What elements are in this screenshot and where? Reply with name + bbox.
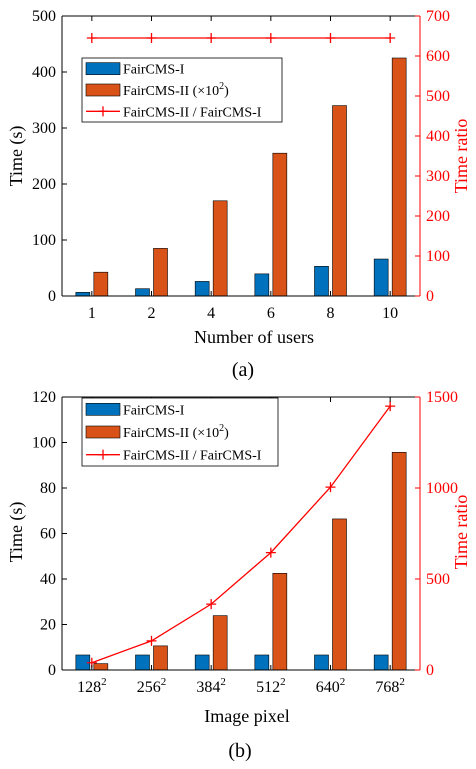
chart-a-ratio-point bbox=[385, 33, 396, 43]
chart-a-xtick-label: 4 bbox=[207, 305, 215, 322]
chart-a-bar-series2 bbox=[93, 271, 109, 297]
chart-b-bar-series1 bbox=[194, 654, 210, 671]
chart-a-y2tick-label: 100 bbox=[426, 248, 450, 265]
chart-b-ytick-label: 20 bbox=[40, 617, 56, 634]
chart-b-legend-swatch-series1 bbox=[85, 403, 121, 416]
chart-a-legend-swatch-series1 bbox=[85, 62, 121, 75]
chart-a-xtick-label: 1 bbox=[88, 305, 96, 322]
chart-a-ylabel: Time (s) bbox=[6, 126, 27, 187]
chart-b-bar-series1 bbox=[254, 654, 270, 671]
chart-a-ratio-point bbox=[265, 33, 276, 43]
chart-b-ratio-point bbox=[325, 482, 336, 493]
chart-a-xtick-label: 10 bbox=[382, 305, 398, 322]
chart-b-xtick-label: 6402 bbox=[316, 676, 346, 696]
chart-a-xtick-label: 2 bbox=[148, 305, 156, 322]
chart-b-y2label: Time ratio bbox=[451, 495, 471, 570]
chart-a-caption: (a) bbox=[232, 359, 254, 381]
chart-a-legend-label-series2: FairCMS-II (×102) bbox=[123, 81, 229, 99]
chart-b-bar-series2 bbox=[272, 573, 288, 671]
chart-b-y2tick-label: 500 bbox=[426, 571, 450, 588]
chart-a-y2tick-label: 600 bbox=[426, 48, 450, 65]
chart-a-ratio-point bbox=[325, 33, 336, 43]
chart-b: Image pixel Time (s) Time ratio (b) 0 20 4… bbox=[6, 389, 471, 762]
chart-a-bar-series2 bbox=[391, 57, 407, 297]
chart-b-ytick-label: 120 bbox=[32, 389, 56, 406]
chart-b-legend-label-ratio: FairCMS-II / FairCMS-I bbox=[123, 449, 262, 464]
chart-b-bar-series2 bbox=[93, 663, 109, 671]
chart-a-ytick-label: 100 bbox=[32, 232, 56, 249]
chart-b-xtick-label: 2562 bbox=[137, 676, 167, 696]
chart-a-bar-series2 bbox=[153, 248, 168, 297]
chart-a-legend-swatch-series2 bbox=[85, 83, 121, 97]
chart-a-ratio-point bbox=[206, 33, 217, 43]
chart-a-bar-series1 bbox=[194, 281, 210, 297]
chart-a-y2tick-label: 700 bbox=[426, 8, 450, 25]
chart-b-ylabel: Time (s) bbox=[6, 502, 27, 563]
chart-b-ytick-label: 100 bbox=[32, 435, 56, 452]
chart-a-bar-series1 bbox=[135, 288, 150, 297]
chart-b-ratio-point bbox=[385, 401, 396, 412]
chart-b-legend-label-series2: FairCMS-II (×102) bbox=[123, 423, 229, 441]
chart-b-bar-series1 bbox=[373, 654, 389, 671]
chart-a-ytick-label: 200 bbox=[32, 176, 56, 193]
chart-a-y2tick-label: 500 bbox=[426, 88, 450, 105]
chart-a-legend-label-ratio: FairCMS-II / FairCMS-I bbox=[123, 105, 262, 120]
chart-b-ytick-label: 80 bbox=[40, 480, 56, 497]
chart-b-ytick-label: 40 bbox=[40, 571, 56, 588]
chart-b-bar-series2 bbox=[153, 645, 168, 671]
chart-b-ytick-label: 60 bbox=[40, 526, 56, 543]
chart-b-xtick-label: 3842 bbox=[196, 676, 226, 696]
chart-b-ytick-label: 0 bbox=[48, 662, 56, 679]
chart-a-xlabel: Number of users bbox=[194, 327, 314, 347]
chart-b-ratio-line bbox=[91, 405, 391, 664]
chart-b-legend-marker-ratio bbox=[98, 449, 108, 460]
chart-b-legend-label-series1: FairCMS-I bbox=[123, 403, 185, 418]
chart-b-legend-swatch-series2 bbox=[85, 425, 121, 439]
chart-b-caption: (b) bbox=[228, 740, 251, 762]
chart-b-xtick-label: 1282 bbox=[77, 676, 107, 696]
chart-b-ratio-point bbox=[265, 547, 276, 558]
chart-a-ytick-label: 500 bbox=[32, 8, 56, 25]
chart-a-y2tick-label: 300 bbox=[426, 168, 450, 185]
chart-b-ratio-point bbox=[206, 599, 217, 610]
chart-a-bar-series1 bbox=[75, 292, 91, 297]
chart-a-xtick-label: 8 bbox=[327, 305, 335, 322]
chart-b-xtick-label: 5122 bbox=[256, 676, 286, 696]
chart-a-bar-series1 bbox=[254, 273, 270, 297]
chart-a-bar-series2 bbox=[332, 105, 347, 297]
chart-a-ytick-label: 400 bbox=[32, 64, 56, 81]
chart-a: Number of users Time (s) Time ratio (a) … bbox=[6, 8, 471, 381]
chart-b-bar-series1 bbox=[135, 654, 150, 671]
chart-b-bar-series2 bbox=[212, 615, 228, 671]
chart-a-y2tick-label: 0 bbox=[426, 288, 434, 305]
chart-a-ratio-point bbox=[146, 33, 157, 43]
chart-a-y2tick-label: 200 bbox=[426, 208, 450, 225]
chart-a-y2label: Time ratio bbox=[451, 119, 471, 194]
chart-b-ratio-point bbox=[146, 635, 157, 646]
chart-a-y2tick-label: 400 bbox=[426, 128, 450, 145]
chart-a-bar-series2 bbox=[272, 152, 288, 297]
chart-b-y2tick-label: 1000 bbox=[426, 480, 458, 497]
chart-b-xtick-label: 7682 bbox=[375, 676, 405, 696]
chart-b-y2tick-label: 1500 bbox=[426, 389, 458, 406]
chart-b-bar-series2 bbox=[332, 518, 347, 671]
chart-b-xlabel: Image pixel bbox=[204, 706, 289, 726]
chart-a-ytick-label: 300 bbox=[32, 120, 56, 137]
chart-a-legend-marker-ratio bbox=[98, 106, 108, 117]
chart-a-legend-label-series1: FairCMS-I bbox=[123, 63, 185, 78]
chart-b-bar-series2 bbox=[391, 451, 407, 671]
chart-b-y2tick-label: 0 bbox=[426, 662, 434, 679]
chart-a-bar-series1 bbox=[314, 266, 329, 297]
chart-a-xtick-label: 6 bbox=[267, 305, 275, 322]
chart-a-ytick-label: 0 bbox=[48, 288, 56, 305]
chart-b-bar-series1 bbox=[314, 654, 329, 671]
chart-a-bar-series1 bbox=[373, 258, 389, 297]
chart-a-bar-series2 bbox=[212, 200, 228, 297]
chart-a-ratio-point bbox=[86, 33, 97, 43]
